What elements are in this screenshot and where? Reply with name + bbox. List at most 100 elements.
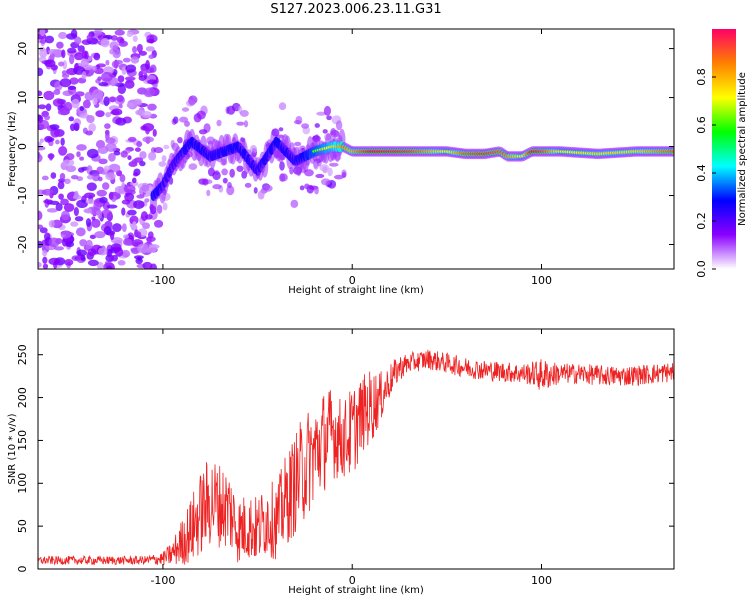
heatmap-speckle: [263, 184, 273, 192]
heatmap-speckle: [212, 184, 222, 190]
heatmap-speckle: [212, 171, 221, 181]
colorbar-tick-label: 0.2: [695, 212, 708, 230]
heatmap-speckle: [181, 107, 190, 112]
heatmap-speckle: [121, 249, 131, 258]
heatmap-speckle: [137, 243, 149, 254]
heatmap-speckle: [58, 31, 68, 40]
heatmap-speckle: [216, 119, 222, 127]
heatmap-speckle: [127, 209, 137, 216]
snr-series-line: [38, 349, 674, 566]
heatmap-speckle: [221, 168, 228, 176]
heatmap-speckle: [141, 111, 152, 118]
heatmap-speckle: [105, 172, 116, 181]
heatmap-speckle: [326, 115, 332, 121]
heatmap-speckle: [136, 141, 143, 148]
heatmap-speckle: [101, 182, 110, 190]
heatmap-speckle: [148, 54, 155, 60]
heatmap-speckle: [322, 129, 328, 134]
y-tick-label: 10: [16, 91, 29, 105]
heatmap-speckle: [239, 109, 249, 117]
heatmap-speckle: [39, 29, 46, 37]
heatmap-speckle: [85, 208, 93, 214]
heatmap-speckle: [134, 147, 141, 152]
heatmap-speckle: [304, 183, 310, 190]
heatmap-speckle: [55, 202, 63, 212]
heatmap-speckle: [117, 260, 126, 266]
heatmap-speckle: [314, 187, 319, 195]
heatmap-speckle: [48, 49, 60, 55]
heatmap-speckle: [105, 137, 116, 144]
heatmap-speckle: [112, 48, 121, 59]
heatmap-speckle: [60, 137, 65, 146]
heatmap-speckle: [111, 60, 120, 69]
heatmap-speckle: [146, 68, 153, 74]
heatmap-speckle: [43, 90, 55, 101]
y-tick-label: 250: [16, 344, 29, 365]
colorbar: [712, 29, 736, 269]
y-tick-label: 100: [16, 473, 29, 494]
heatmap-speckle: [85, 218, 92, 227]
heatmap-speckle: [148, 151, 157, 161]
heatmap-speckle: [226, 185, 235, 196]
heatmap-speckle: [57, 109, 70, 116]
heatmap-speckle: [143, 87, 156, 96]
heatmap-speckle: [53, 89, 61, 96]
heatmap-speckle: [162, 202, 168, 211]
heatmap-speckle: [50, 127, 60, 138]
heatmap-speckle: [94, 231, 106, 239]
heatmap-speckle: [119, 174, 126, 183]
heatmap-speckle: [146, 237, 152, 244]
colorbar-tick-label: 0.4: [695, 164, 708, 182]
heatmap-speckle: [147, 103, 157, 111]
heatmap-speckle: [55, 139, 60, 145]
heatmap-speckle: [125, 64, 137, 73]
heatmap-speckle: [46, 137, 55, 142]
heatmap-speckle: [136, 256, 142, 262]
heatmap-speckle: [320, 178, 331, 186]
heatmap-speckle: [140, 211, 148, 221]
heatmap-speckle: [279, 161, 285, 171]
heatmap-speckle: [105, 142, 117, 153]
heatmap-speckle: [42, 256, 48, 264]
heatmap-speckle: [74, 52, 84, 61]
heatmap-speckle: [62, 159, 75, 167]
heatmap-speckle: [144, 198, 150, 203]
heatmap-speckle: [92, 89, 104, 99]
heatmap-speckle: [152, 83, 158, 89]
heatmap-speckle: [74, 91, 85, 97]
heatmap-speckle: [105, 112, 112, 118]
heatmap-speckle: [290, 199, 299, 208]
heatmap-speckle: [79, 156, 85, 161]
line-frame: [37, 328, 675, 570]
heatmap-speckle: [110, 243, 122, 252]
heatmap-speckle: [65, 153, 75, 161]
heatmap-speckle: [86, 148, 99, 159]
y-tick-label: 20: [16, 42, 29, 56]
heatmap-cells: [38, 29, 674, 269]
heatmap-speckle: [39, 138, 44, 143]
heatmap-speckle: [136, 231, 142, 239]
heatmap-speckle: [68, 54, 75, 65]
heatmap-speckle: [253, 187, 258, 194]
y-tick-label: 0: [16, 143, 29, 150]
heatmap-speckle: [124, 79, 135, 89]
heatmap-speckle: [103, 225, 112, 235]
heatmap-speckle: [38, 153, 43, 163]
heatmap-speckle: [108, 152, 116, 162]
heatmap-speckle: [101, 71, 113, 82]
heatmap-speckle: [67, 47, 77, 54]
heatmap-speckle: [59, 172, 66, 180]
heatmap-speckle: [132, 221, 137, 230]
heatmap-speckle: [60, 230, 72, 239]
heatmap-peak: [671, 149, 674, 154]
heatmap-speckle: [85, 130, 93, 136]
heatmap-speckle: [301, 123, 310, 129]
heatmap-speckle: [97, 209, 103, 220]
heatmap-speckle: [121, 207, 126, 216]
heatmap-speckle: [161, 155, 167, 162]
heatmap-speckle: [41, 188, 54, 196]
heatmap-speckle: [73, 122, 80, 132]
heatmap-speckle: [70, 29, 78, 39]
heatmap-speckle: [136, 194, 145, 199]
heatmap-speckle: [95, 110, 105, 118]
